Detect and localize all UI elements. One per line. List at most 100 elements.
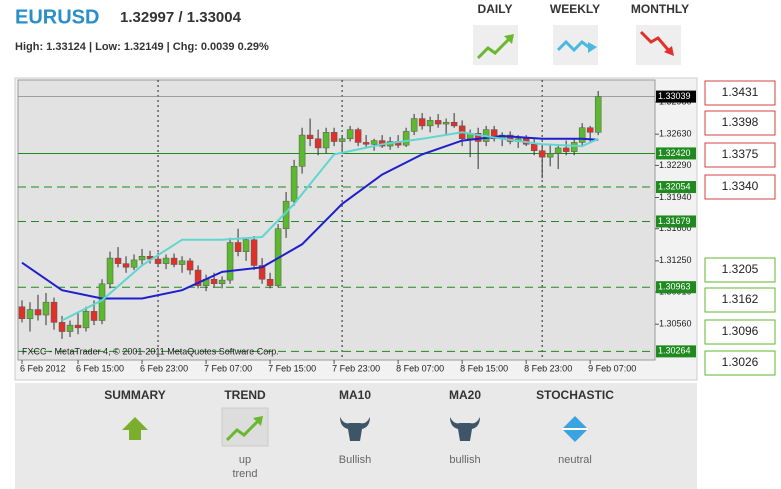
candle-body xyxy=(178,260,186,265)
period-label[interactable]: DAILY xyxy=(478,2,513,16)
y-tick-label: 1.30560 xyxy=(659,319,692,329)
candle-body xyxy=(122,263,130,268)
support-box xyxy=(704,257,776,283)
candle-body xyxy=(218,279,226,285)
candle-body xyxy=(426,120,434,127)
summary-label: up xyxy=(239,454,251,466)
level-label: 1.30264 xyxy=(658,346,691,356)
level-box xyxy=(656,281,696,294)
level-box xyxy=(656,147,696,160)
period-label[interactable]: MONTHLY xyxy=(631,2,689,16)
candle-body xyxy=(562,147,570,152)
candle-body xyxy=(370,140,378,145)
summary-icons xyxy=(122,407,588,447)
daily-arrow xyxy=(476,36,512,60)
summary-label: Bullish xyxy=(339,454,371,466)
candle-body xyxy=(186,260,194,271)
candle-body xyxy=(402,131,410,146)
weekly-arrow xyxy=(556,39,591,53)
candle-body xyxy=(138,256,146,261)
support-value: 1.3205 xyxy=(722,262,759,276)
support-value: 1.3096 xyxy=(722,324,759,338)
candle-body xyxy=(242,239,250,252)
candle-body xyxy=(314,138,322,149)
copyright: FXCC - MetaTrader 4, © 2001-2011 MetaQuo… xyxy=(22,346,279,356)
support-value: 1.3026 xyxy=(722,355,759,369)
daily-arrowhead xyxy=(504,34,514,44)
candle-body xyxy=(162,257,170,264)
summary-title: SUMMARY xyxy=(104,388,166,402)
level-box xyxy=(656,345,696,358)
resistance-box xyxy=(704,174,776,200)
resistance-box xyxy=(704,110,776,136)
x-tick-label: 6 Feb 2012 xyxy=(20,363,66,373)
price-box xyxy=(656,90,696,103)
level-box xyxy=(656,215,696,228)
candle-body xyxy=(506,134,514,142)
x-tick-label: 7 Feb 15:00 xyxy=(268,363,316,373)
candle-body xyxy=(570,142,578,152)
summary-label: bullish xyxy=(449,454,480,466)
y-tick-label: 1.32630 xyxy=(659,129,692,139)
candle-body xyxy=(322,132,330,149)
candle-body xyxy=(442,121,450,125)
y-tick-label: 1.31600 xyxy=(659,223,692,233)
x-tick-label: 7 Feb 23:00 xyxy=(332,363,380,373)
candle-body xyxy=(234,242,242,252)
summary-title: STOCHASTIC xyxy=(536,388,614,402)
stats: High: 1.33124 | Low: 1.32149 | Chg: 0.00… xyxy=(15,41,269,53)
up-arrow-icon xyxy=(122,417,148,440)
candle-body xyxy=(18,306,26,319)
level-label: 1.31679 xyxy=(658,216,691,226)
candle-body xyxy=(34,309,42,316)
candle-body xyxy=(298,134,306,167)
level-label: 1.32054 xyxy=(658,181,691,191)
candle-body xyxy=(290,166,298,202)
trend-arrow xyxy=(225,418,261,442)
level-box xyxy=(656,181,696,194)
candle-body xyxy=(210,278,218,285)
x-tick-label: 8 Feb 07:00 xyxy=(396,363,444,373)
candle-body xyxy=(586,127,594,133)
candle-body xyxy=(474,132,482,142)
candle-body xyxy=(330,132,338,142)
symbol: EURUSD xyxy=(15,6,99,28)
candle-body xyxy=(418,118,426,127)
daily-icon[interactable] xyxy=(473,25,518,65)
candle-body xyxy=(130,259,138,268)
x-tick-label: 6 Feb 23:00 xyxy=(140,363,188,373)
candle-body xyxy=(354,129,362,143)
candle-body xyxy=(194,269,202,286)
moving-average xyxy=(61,131,599,322)
candle-body xyxy=(266,278,274,286)
x-tick-label: 7 Feb 07:00 xyxy=(204,363,252,373)
support-box xyxy=(704,350,776,376)
x-tick-label: 8 Feb 15:00 xyxy=(460,363,508,373)
trend-icon xyxy=(221,407,269,447)
x-tick-label: 6 Feb 15:00 xyxy=(76,363,124,373)
weekly-arrowhead xyxy=(588,42,597,53)
candle-body xyxy=(250,239,258,266)
summary-label: trend xyxy=(232,468,257,480)
level-label: 1.32420 xyxy=(658,148,691,158)
x-tick-label: 9 Feb 07:00 xyxy=(588,363,636,373)
candle-body xyxy=(490,129,498,140)
candle-body xyxy=(594,96,602,133)
x-tick-label: 8 Feb 23:00 xyxy=(524,363,572,373)
y-tick-label: 1.31250 xyxy=(659,255,692,265)
candle-body xyxy=(578,127,586,143)
candle-body xyxy=(434,120,442,125)
candle-body xyxy=(66,324,74,332)
resistance-value: 1.3431 xyxy=(722,85,759,99)
support-value: 1.3162 xyxy=(722,292,759,306)
plot-area xyxy=(17,79,656,361)
monthly-icon[interactable] xyxy=(636,25,681,65)
candle-body xyxy=(74,324,82,329)
support-box xyxy=(704,319,776,345)
candle-body xyxy=(114,257,122,264)
resistance-box xyxy=(704,80,776,106)
support-box xyxy=(704,287,776,313)
candle-body xyxy=(258,265,266,280)
y-tick-label: 1.31940 xyxy=(659,192,692,202)
period-label[interactable]: WEEKLY xyxy=(550,2,600,16)
